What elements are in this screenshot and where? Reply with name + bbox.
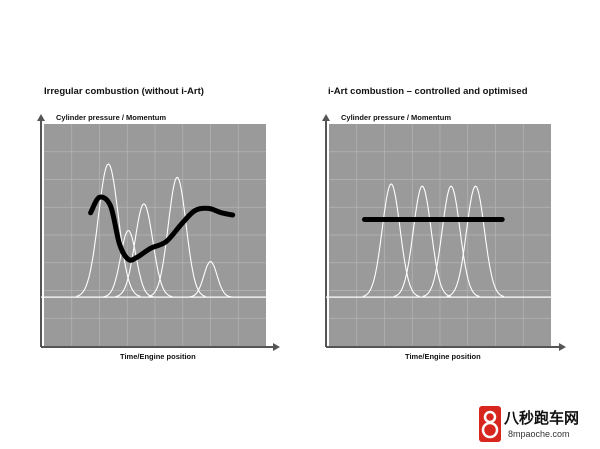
watermark-logo-icon <box>479 406 501 442</box>
x-axis-label-left: Time/Engine position <box>120 352 196 361</box>
chart-title-right: i-Art combustion – controlled and optimi… <box>328 86 528 97</box>
pressure-curve-right-2 <box>393 185 451 298</box>
pressure-curve-left-3 <box>115 203 173 298</box>
x-axis-arrow-icon <box>273 343 280 351</box>
pressure-curve-left-4 <box>148 176 206 297</box>
y-axis-label-right: Cylinder pressure / Momentum <box>341 113 452 122</box>
y-axis-arrow-icon <box>322 114 330 121</box>
watermark: 八秒跑车网 8mpaoche.com <box>478 404 598 444</box>
pressure-curve-right-3 <box>422 185 480 298</box>
x-axis-arrow-icon <box>559 343 566 351</box>
pressure-curve-left-5 <box>189 261 232 298</box>
pressure-curve-left-1 <box>76 163 141 297</box>
watermark-url: 8mpaoche.com <box>508 429 570 439</box>
pressure-curve-left-2 <box>103 230 154 298</box>
y-axis-label-left: Cylinder pressure / Momentum <box>56 113 167 122</box>
y-axis-arrow-icon <box>37 114 45 121</box>
x-axis-label-right: Time/Engine position <box>405 352 481 361</box>
momentum-line-left <box>88 194 236 263</box>
pressure-curve-right-4 <box>446 185 505 298</box>
pressure-curve-right-1 <box>362 183 420 298</box>
watermark-name: 八秒跑车网 <box>504 410 580 427</box>
chart-title-left: Irregular combustion (without i-Art) <box>44 86 204 97</box>
